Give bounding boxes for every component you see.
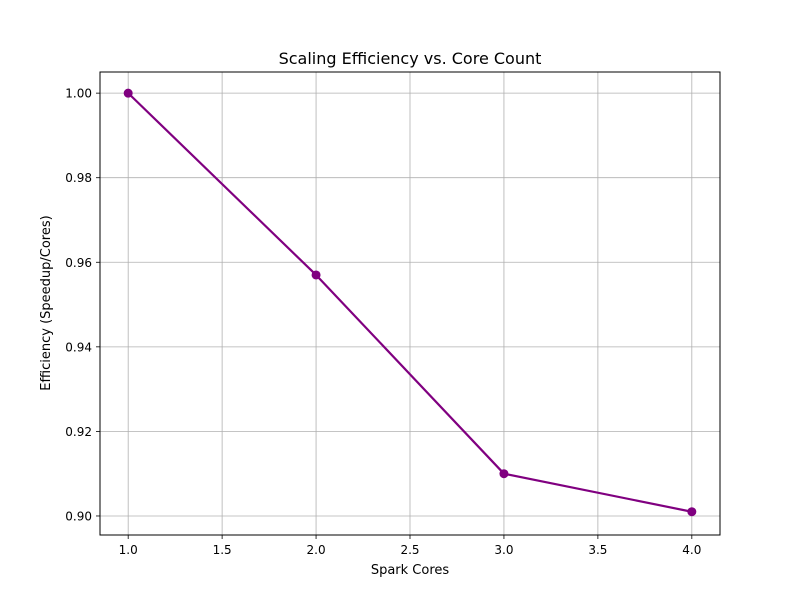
x-axis-label: Spark Cores xyxy=(371,563,450,578)
chart-title: Scaling Efficiency vs. Core Count xyxy=(279,49,542,68)
data-point xyxy=(499,469,509,479)
data-point xyxy=(123,88,133,98)
y-tick-label: 0.94 xyxy=(65,340,92,354)
x-tick-label: 1.0 xyxy=(119,543,138,557)
x-tick-label: 2.5 xyxy=(400,543,419,557)
y-axis-label: Efficiency (Speedup/Cores) xyxy=(39,215,54,390)
x-tick-label: 3.0 xyxy=(494,543,513,557)
y-tick-label: 0.98 xyxy=(65,171,92,185)
y-tick-label: 1.00 xyxy=(65,87,92,101)
data-point xyxy=(687,507,697,517)
y-tick-label: 0.92 xyxy=(65,425,92,439)
y-tick-label: 0.90 xyxy=(65,509,92,523)
axis-ticks: 1.0 1.5 2.0 2.5 3.0 3.5 4.0 0.90 0.92 0.94 0.96 0.9… xyxy=(65,87,701,557)
y-tick-label: 0.96 xyxy=(65,256,92,270)
series-line xyxy=(127,92,693,513)
x-tick-label: 1.5 xyxy=(213,543,232,557)
x-tick-label: 4.0 xyxy=(682,543,701,557)
series-group xyxy=(123,88,697,517)
grid-lines xyxy=(100,72,720,535)
x-tick-label: 3.5 xyxy=(588,543,607,557)
x-tick-label: 2.0 xyxy=(307,543,326,557)
data-point xyxy=(311,270,321,280)
